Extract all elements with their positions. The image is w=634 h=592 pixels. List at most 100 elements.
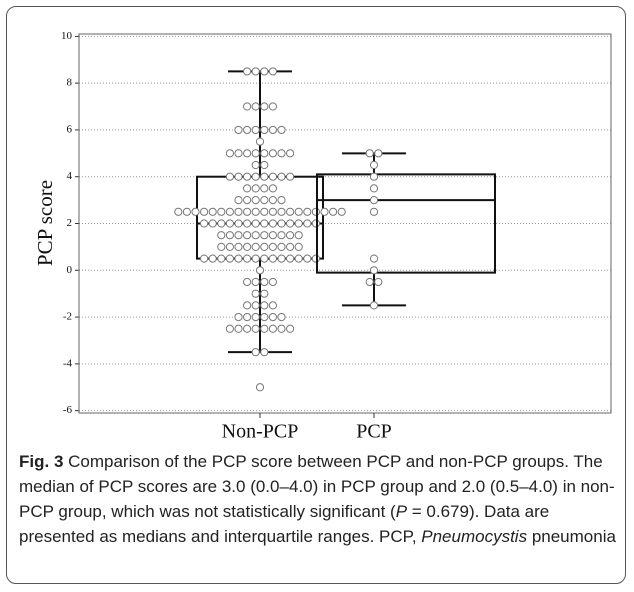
data-point (286, 172, 295, 181)
y-axis-label: PCP score (33, 180, 57, 266)
data-point (286, 219, 295, 228)
data-point (225, 324, 234, 333)
data-point (329, 207, 338, 216)
data-point (277, 196, 286, 205)
data-point (251, 67, 260, 76)
data-point (294, 231, 303, 240)
data-point (260, 207, 269, 216)
data-point (260, 277, 269, 287)
y-tick-label: -2 (63, 311, 72, 323)
caption-text: pneumonia (527, 527, 616, 546)
data-point (243, 277, 252, 287)
y-tick-label: -6 (63, 404, 73, 416)
data-point (251, 184, 260, 193)
data-point (234, 196, 243, 205)
data-point (243, 301, 252, 310)
data-point (260, 172, 269, 181)
data-point (225, 219, 234, 228)
data-point (268, 207, 277, 216)
data-point (286, 207, 295, 216)
data-point (365, 277, 374, 287)
data-point (217, 231, 226, 240)
data-point (234, 125, 243, 135)
x-tick-label: PCP (356, 421, 392, 443)
data-point (311, 219, 320, 228)
data-point (200, 207, 209, 216)
data-point (260, 102, 269, 111)
y-tick-label: 0 (67, 264, 73, 276)
caption-italic: Pneumocystis (421, 527, 528, 546)
data-point (277, 149, 286, 158)
data-point (200, 254, 209, 263)
data-point (277, 242, 286, 251)
data-point (260, 242, 269, 251)
data-point (277, 231, 286, 240)
data-point (277, 207, 286, 216)
data-point (251, 172, 260, 181)
caption: Fig. 3 Comparison of the PCP score betwe… (19, 449, 619, 549)
data-point (182, 207, 191, 216)
data-point (251, 277, 260, 287)
data-point (260, 312, 269, 322)
data-point (217, 242, 226, 251)
data-point (243, 67, 252, 76)
data-point (260, 196, 269, 205)
data-point (277, 172, 286, 181)
data-point (369, 196, 379, 205)
data-point (234, 254, 243, 263)
data-point (268, 254, 277, 263)
data-point (286, 254, 295, 263)
data-point (243, 324, 252, 333)
data-point (260, 67, 269, 76)
data-point (243, 196, 252, 205)
data-point (369, 266, 379, 275)
data-point (268, 125, 277, 135)
box (316, 173, 496, 274)
data-point (268, 102, 277, 111)
data-point (268, 149, 277, 158)
data-point (369, 184, 379, 193)
data-point (234, 219, 243, 228)
data-point (320, 207, 329, 216)
data-point (251, 301, 260, 310)
data-point (255, 137, 265, 146)
data-point (217, 254, 226, 263)
y-tick-label: 4 (67, 170, 73, 182)
data-point (260, 231, 269, 240)
data-point (286, 149, 295, 158)
data-point (255, 266, 265, 275)
data-point (251, 312, 260, 322)
data-point (251, 348, 260, 357)
data-point (208, 254, 217, 263)
data-point (217, 219, 226, 228)
data-point (369, 172, 379, 181)
data-point (369, 160, 379, 170)
data-point (243, 219, 252, 228)
data-point (225, 242, 234, 251)
data-point (286, 242, 295, 251)
data-point (234, 172, 243, 181)
data-point (268, 231, 277, 240)
data-point (277, 125, 286, 135)
data-point (260, 149, 269, 158)
data-point (286, 231, 295, 240)
data-point (243, 102, 252, 111)
data-point (255, 383, 265, 392)
data-point (225, 231, 234, 240)
data-point (234, 207, 243, 216)
data-point (234, 231, 243, 240)
y-tick-label: 10 (61, 30, 73, 42)
data-point (260, 348, 269, 357)
data-point (225, 207, 234, 216)
data-point (294, 254, 303, 263)
data-point (251, 254, 260, 263)
data-point (268, 196, 277, 205)
caption-italic: P (395, 502, 408, 521)
y-tick-label: 2 (67, 217, 73, 229)
data-point (369, 254, 379, 263)
data-point (200, 219, 209, 228)
data-point (251, 196, 260, 205)
data-point (268, 219, 277, 228)
data-point (260, 160, 269, 170)
data-point (277, 312, 286, 322)
